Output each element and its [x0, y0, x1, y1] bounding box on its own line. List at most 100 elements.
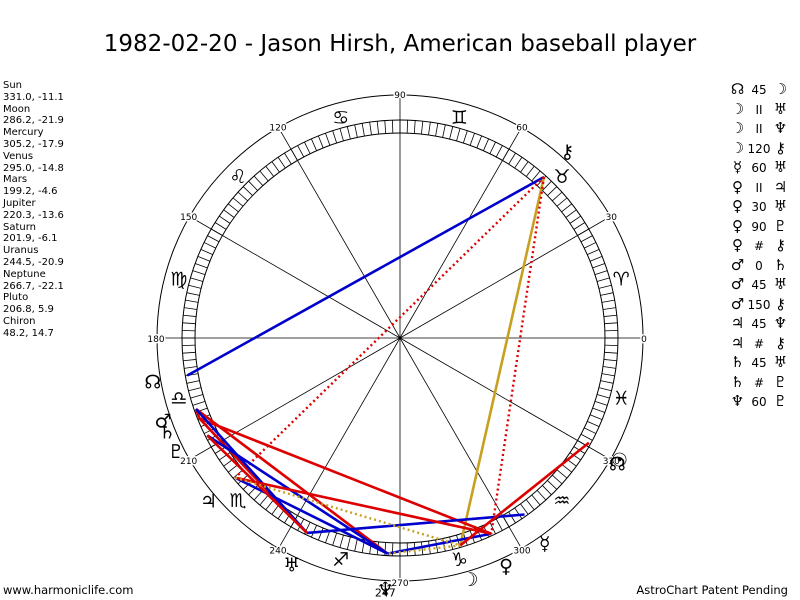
- degree-tick: [604, 351, 618, 354]
- aspect-planet-b-icon: ♆: [773, 314, 788, 332]
- aspect-line: [206, 434, 389, 555]
- degree-tick: [384, 120, 387, 134]
- degree-tick: [435, 539, 439, 553]
- degree-tick: [536, 490, 547, 501]
- degree-tick: [339, 128, 344, 142]
- degree-tick: [232, 197, 244, 207]
- virgo-icon: ♍: [170, 269, 187, 291]
- aspect-planet-a-icon: ♄: [730, 353, 745, 371]
- degree-tick: [561, 203, 573, 213]
- degree-tick: [520, 161, 529, 173]
- aspect-planet-b-icon: ♇: [773, 216, 788, 235]
- degree-tick: [589, 414, 603, 421]
- degree-tick: [242, 186, 253, 196]
- aspect-planet-a-icon: ♃: [730, 314, 745, 332]
- position-value: 295.0, -14.8: [3, 162, 64, 174]
- footer-website[interactable]: www.harmoniclife.com: [3, 583, 134, 597]
- degree-tick: [565, 209, 577, 218]
- extra-degree-label: 247: [375, 587, 396, 600]
- gemini-icon: ♊: [451, 107, 468, 129]
- position-name: Venus: [3, 150, 34, 162]
- degree-tick: [449, 126, 454, 140]
- degree-label: 210: [180, 457, 197, 467]
- degree-tick: [495, 518, 503, 531]
- degree-tick: [552, 474, 563, 485]
- degree-tick: [265, 165, 275, 177]
- degree-tick: [428, 122, 431, 136]
- degree-tick: [354, 538, 358, 552]
- position-value: 305.2, -17.9: [3, 138, 64, 150]
- taurus-icon: ♉: [553, 166, 570, 188]
- aspect-line: [490, 176, 546, 534]
- degree-tick: [339, 534, 344, 548]
- degree-tick: [332, 130, 338, 144]
- aspect-planet-b-icon: ♅: [773, 197, 788, 215]
- position-value: 220.3, -13.6: [3, 209, 64, 221]
- degree-tick: [265, 499, 275, 511]
- aspect-planet-b-icon: ⚷: [775, 138, 786, 157]
- degree-tick: [185, 299, 199, 303]
- degree-tick: [561, 463, 573, 473]
- position-name: Mercury: [3, 127, 44, 139]
- degree-tick: [514, 507, 523, 519]
- mercury-icon: ☿: [539, 533, 551, 555]
- aspect-row: ♃ # ⚷: [729, 334, 789, 354]
- degree-tick: [186, 380, 200, 384]
- degree-tick: [531, 494, 541, 506]
- position-value: 199.2, -4.6: [3, 186, 58, 198]
- chart-title: 1982-02-20 - Jason Hirsh, American baseb…: [103, 31, 697, 57]
- degree-tick: [297, 145, 305, 158]
- degree-tick: [462, 130, 468, 144]
- aspect-line: [234, 176, 545, 479]
- degree-tick: [547, 186, 558, 196]
- degree-tick: [188, 284, 202, 289]
- degree-tick: [346, 536, 351, 550]
- degree-tick: [508, 152, 516, 165]
- aspect-planet-a-icon: ☽: [730, 99, 745, 118]
- aspect-planet-a-icon: ☽: [730, 138, 745, 157]
- degree-label: 240: [269, 546, 286, 556]
- degree-tick: [587, 248, 600, 255]
- degree-tick: [514, 157, 523, 169]
- aspect-row: ☽ 120 ⚷: [729, 139, 789, 159]
- aspect-planet-b-icon: ♇: [773, 372, 788, 391]
- spoke-line: [189, 216, 401, 339]
- degree-tick: [183, 314, 197, 317]
- aspect-row: ♄ # ♇: [729, 373, 789, 393]
- degree-tick: [214, 222, 227, 230]
- aspect-planet-b-icon: ♅: [773, 158, 788, 176]
- aspect-row: ♄ 45 ♅: [729, 353, 789, 373]
- aspect-line: [458, 176, 546, 546]
- degree-tick: [573, 222, 586, 230]
- aspect-planet-a-icon: ♄: [730, 372, 745, 391]
- aspect-row: ♃ 45 ♆: [729, 314, 789, 334]
- degree-tick: [259, 170, 269, 182]
- aspect-planet-b-icon: ♅: [773, 353, 788, 371]
- degree-tick: [442, 538, 446, 552]
- aspect-planet-a-icon: ♂: [730, 275, 745, 293]
- degree-tick: [603, 359, 617, 362]
- degree-tick: [182, 322, 196, 325]
- degree-tick: [184, 307, 198, 310]
- aspect-planet-b-icon: ♅: [773, 99, 788, 118]
- degree-tick: [186, 292, 200, 296]
- aspect-row: ☽ II ♅: [729, 100, 789, 120]
- degree-tick: [601, 373, 615, 377]
- position-name: Pluto: [3, 292, 29, 304]
- degree-tick: [483, 138, 490, 151]
- position-value: 48.2, 14.7: [3, 327, 54, 339]
- aspect-row: ☊ 45 ☽: [729, 80, 789, 100]
- aspect-planet-b-icon: ⚷: [775, 333, 786, 352]
- degree-tick: [195, 263, 208, 269]
- aspect-row: ♂ 45 ♅: [729, 275, 789, 295]
- north-node-icon: ☊: [144, 372, 161, 394]
- degree-tick: [227, 203, 239, 213]
- degree-tick: [442, 124, 446, 138]
- degree-label: 90: [394, 91, 406, 101]
- capricorn-icon: ♑: [451, 549, 468, 571]
- degree-tick: [435, 123, 439, 137]
- degree-tick: [369, 122, 372, 136]
- degree-tick: [596, 394, 610, 399]
- aspect-planet-a-icon: ♀: [732, 236, 743, 254]
